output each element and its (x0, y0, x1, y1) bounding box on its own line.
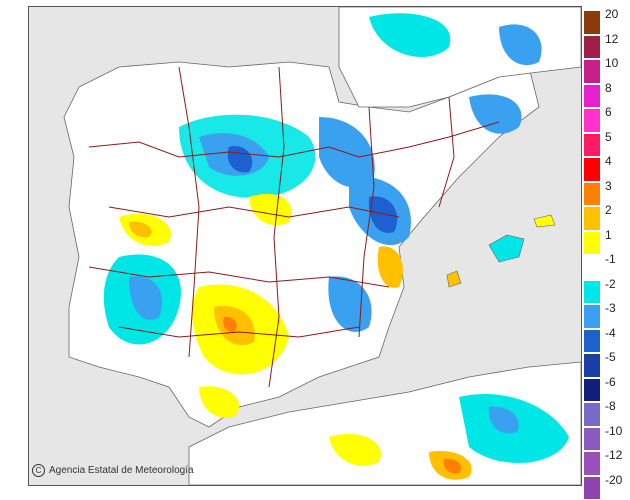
legend-label: -10 (605, 423, 623, 438)
agency-credit: C Agencia Estatal de Meteorología (32, 464, 194, 477)
legend-label: -6 (605, 374, 616, 389)
legend-swatch (583, 451, 601, 476)
legend-swatch (583, 328, 601, 353)
legend-swatch (583, 10, 601, 35)
legend-swatch (583, 83, 601, 108)
anomaly-patches (103, 13, 569, 480)
legend-swatch (583, 304, 601, 329)
legend-label: -5 (605, 350, 616, 364)
legend-swatch (583, 402, 601, 427)
legend-label: -3 (605, 301, 616, 315)
copyright-icon: C (32, 464, 45, 477)
iberia-land (63, 61, 540, 428)
legend-label: -20 (605, 472, 623, 487)
legend-label: -8 (605, 399, 616, 413)
legend-swatch (583, 230, 601, 255)
map-canvas (63, 7, 581, 485)
legend-swatch (583, 279, 601, 304)
legend-swatch (583, 59, 601, 84)
legend-swatch (583, 255, 601, 280)
legend-label: 8 (605, 80, 612, 95)
legend-swatch (583, 157, 601, 182)
menorca (533, 214, 556, 228)
legend-swatch (583, 34, 601, 59)
legend-label: -4 (605, 325, 616, 340)
legend-swatch (583, 377, 601, 402)
legend-label: 10 (605, 56, 619, 70)
legend-label: 5 (605, 129, 612, 144)
agency-name: Agencia Estatal de Meteorología (49, 465, 194, 476)
legend-label: 20 (605, 7, 619, 21)
mallorca (488, 234, 525, 263)
legend-label: 12 (605, 31, 619, 46)
legend-swatch (583, 353, 601, 378)
legend-label: 1 (605, 227, 612, 242)
legend-swatch (583, 475, 601, 500)
legend-label: -1 (605, 252, 616, 266)
ibiza (446, 270, 462, 288)
legend-label: 3 (605, 178, 612, 193)
legend-swatch (583, 206, 601, 231)
legend-swatch (583, 426, 601, 451)
legend-swatch (583, 132, 601, 157)
legend-swatch (583, 181, 601, 206)
legend-label: 6 (605, 105, 612, 119)
region-borders (88, 66, 500, 388)
legend-label: 2 (605, 203, 612, 217)
legend-label: -12 (605, 448, 623, 462)
precipitation-anomaly-map (28, 6, 582, 486)
legend-label: 4 (605, 154, 612, 168)
legend-label: -2 (605, 276, 616, 291)
legend-swatch (583, 108, 601, 133)
